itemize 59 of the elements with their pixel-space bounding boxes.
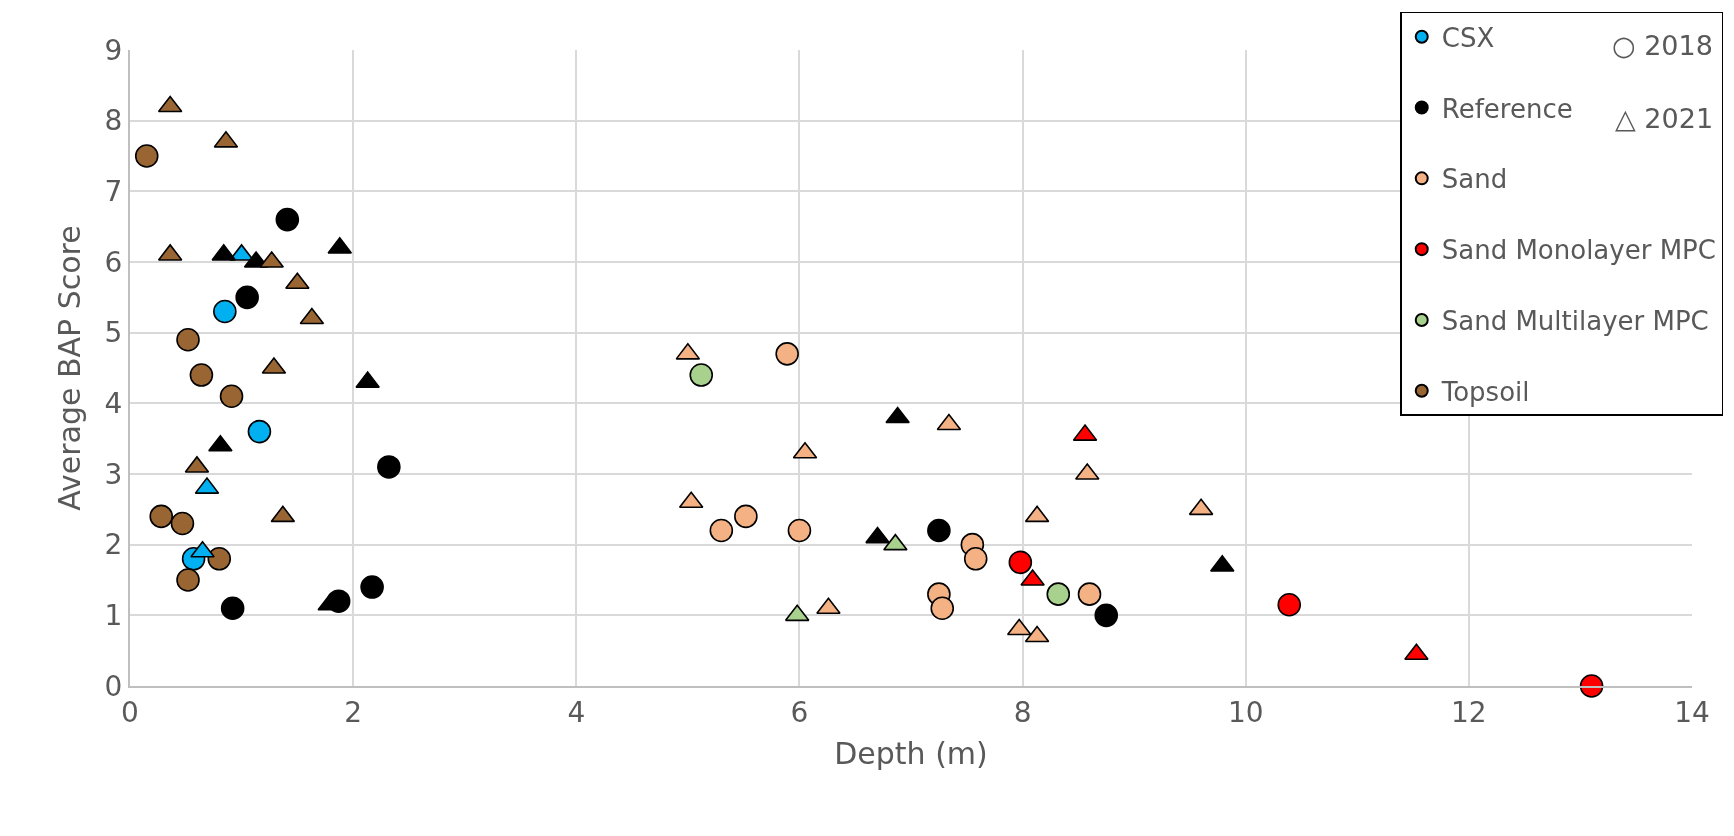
y-tick-label: 4 (104, 387, 123, 421)
point (189, 363, 214, 387)
y-tick-label: 6 (104, 245, 123, 279)
point (709, 518, 734, 543)
point (170, 511, 195, 536)
y-tick-label: 3 (104, 457, 123, 491)
y-tick-label: 1 (104, 599, 123, 633)
point (787, 518, 812, 543)
legend-label: Sand (1441, 164, 1508, 195)
point (816, 597, 841, 615)
annotation: △ 2021 (1615, 103, 1714, 134)
y-axis-title: Average BAP Score (52, 225, 88, 511)
legend-label: Sand Multilayer MPC (1441, 306, 1709, 337)
point (1077, 582, 1102, 606)
y-tick-label: 5 (104, 316, 123, 350)
point (930, 596, 955, 621)
point (1277, 592, 1302, 617)
x-axis-title: Depth (m) (834, 735, 988, 771)
x-tick-label: 12 (1451, 695, 1487, 729)
point (927, 518, 951, 543)
y-tick-label: 2 (104, 528, 123, 562)
x-tick-label: 6 (790, 695, 809, 729)
point (220, 596, 245, 621)
point (1094, 603, 1119, 628)
legend-label: Sand Monolayer MPC (1441, 235, 1716, 266)
legend-label: CSX (1441, 22, 1495, 53)
legend-label: Topsoil (1440, 376, 1530, 407)
point (149, 504, 174, 529)
y-tick-label: 7 (104, 175, 123, 209)
x-tick-label: 2 (344, 695, 363, 729)
point (885, 406, 910, 424)
y-tick-label: 8 (104, 104, 123, 138)
point (689, 363, 714, 387)
point (190, 540, 215, 558)
point (176, 568, 200, 592)
point (360, 575, 384, 599)
point (1046, 582, 1071, 606)
point (247, 419, 272, 444)
x-tick-label: 4 (567, 695, 586, 729)
point (775, 342, 799, 366)
point (219, 384, 244, 409)
x-tick-label: 10 (1227, 695, 1264, 729)
annotation: ○ 2018 (1612, 30, 1713, 61)
point (734, 504, 758, 529)
y-tick-label: 9 (104, 33, 123, 67)
y-tick-label: 0 (104, 669, 123, 703)
legend-label: Reference (1441, 93, 1573, 124)
point (1579, 674, 1604, 698)
point (883, 533, 908, 551)
x-tick-label: 8 (1013, 695, 1032, 729)
point (207, 547, 232, 571)
x-tick-label: 14 (1674, 695, 1710, 729)
point (208, 434, 233, 452)
point (963, 547, 988, 571)
point (1008, 550, 1033, 575)
point (377, 455, 401, 479)
point (865, 526, 890, 544)
point (213, 299, 237, 324)
point (176, 327, 200, 352)
